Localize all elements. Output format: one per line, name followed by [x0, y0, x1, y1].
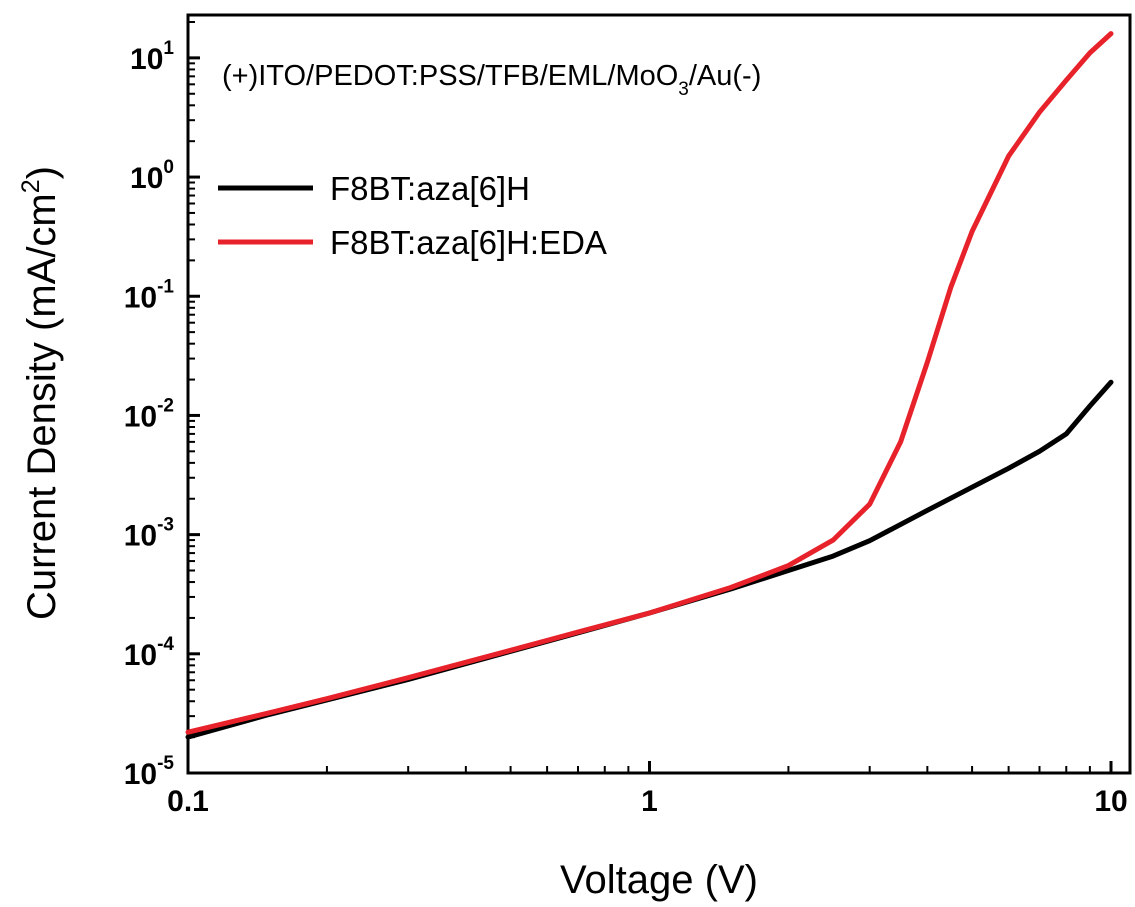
ticks-layer: [186, 21, 1113, 775]
y-axis-title-end: ): [20, 166, 64, 179]
x-tick-label: 1: [641, 785, 658, 818]
annotation-device-stack: (+)ITO/PEDOT:PSS/TFB/EML/MoO3/Au(-): [222, 60, 761, 100]
y-axis-title-sup: 2: [17, 179, 45, 193]
series-line-1: [185, 31, 1114, 735]
y-tick-label: 10-2: [124, 395, 174, 433]
legend: F8BT:aza[6]H F8BT:aza[6]H:EDA: [218, 170, 607, 261]
annotation-sub: 3: [678, 79, 689, 100]
tick-labels-layer: 0.1 1 10 10-5 10-4 10-3 10-2 10-1 100 101: [124, 38, 1128, 818]
annotation-post: /Au(-): [689, 60, 762, 92]
y-tick-label: 10-5: [124, 753, 175, 791]
legend-label-0: F8BT:aza[6]H: [330, 170, 530, 207]
y-axis-title: Current Density (mA/cm2): [17, 166, 64, 620]
series-line-0: [185, 379, 1114, 740]
y-tick-label: 10-4: [124, 634, 175, 672]
y-axis-title-base: Current Density (mA/cm: [20, 193, 64, 620]
plot-frame: [186, 13, 1132, 775]
y-tick-label: 100: [130, 157, 174, 195]
annotation-pre: (+)ITO/PEDOT:PSS/TFB/EML/MoO: [222, 60, 678, 92]
y-tick-label: 10-3: [124, 515, 174, 553]
legend-label-1: F8BT:aza[6]H:EDA: [330, 224, 607, 261]
series-layer: [185, 31, 1114, 740]
x-axis-title: Voltage (V): [560, 858, 758, 902]
x-tick-label: 10: [1094, 785, 1127, 818]
y-tick-label: 10-1: [124, 276, 175, 314]
x-tick-label: 0.1: [167, 785, 209, 818]
y-tick-label: 101: [130, 38, 174, 76]
